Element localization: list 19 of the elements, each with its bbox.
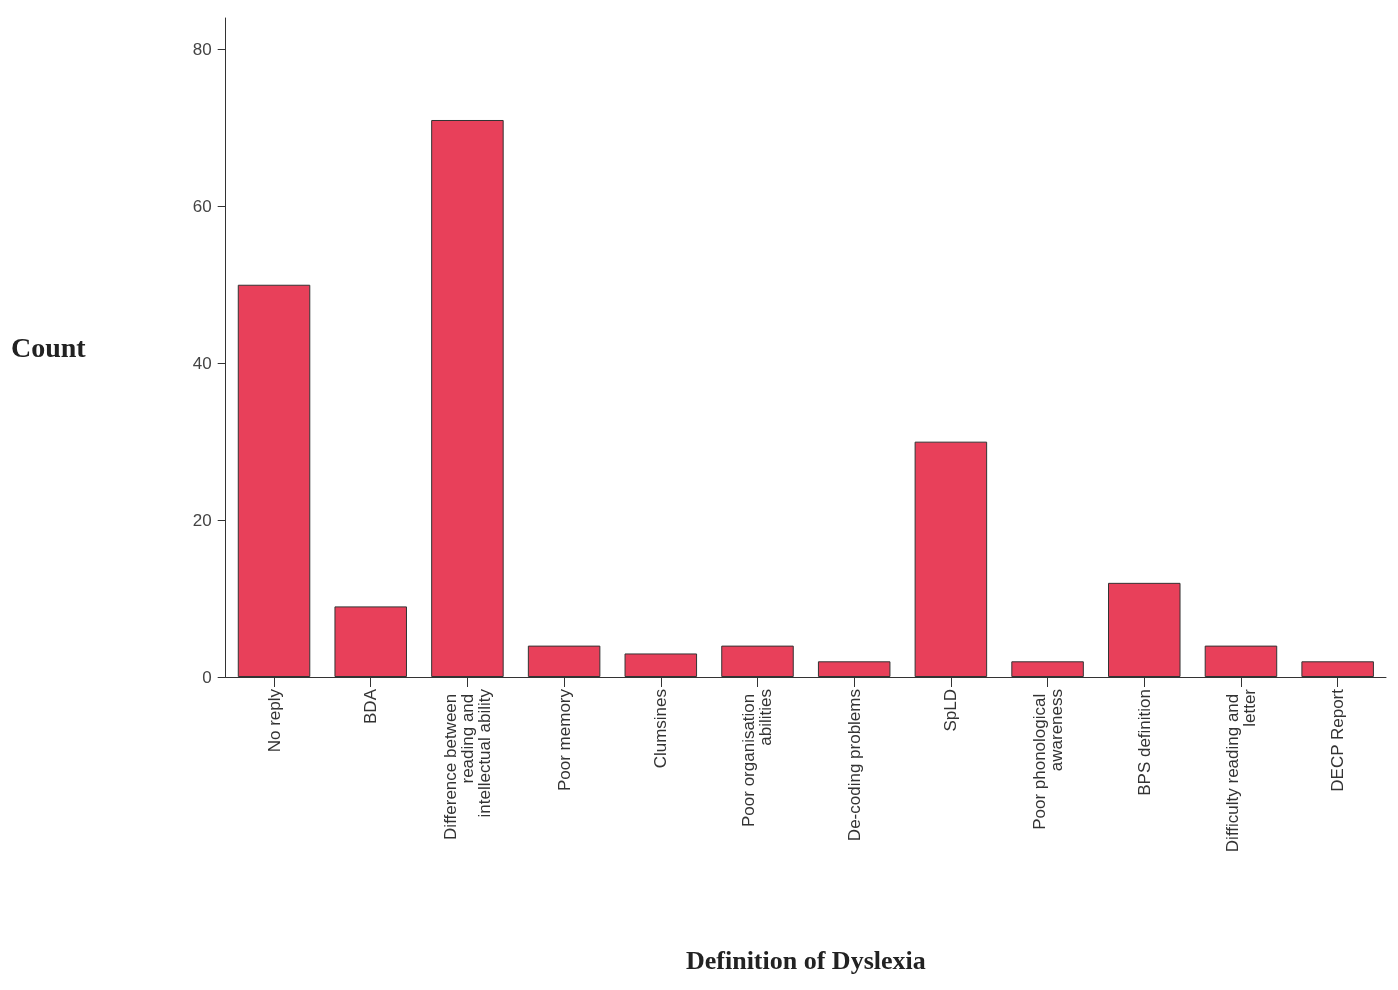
x-tick-label: Poor organisation abilities bbox=[739, 689, 776, 827]
y-tick-label: 60 bbox=[192, 196, 212, 216]
x-tick-label: BDA bbox=[361, 688, 381, 724]
x-axis-title: Definition of Dyslexia bbox=[685, 945, 926, 975]
y-tick-label: 80 bbox=[192, 39, 212, 59]
x-tick-label: SpLD bbox=[941, 689, 961, 732]
y-tick-label: 40 bbox=[192, 353, 212, 373]
y-tick-label: 20 bbox=[192, 510, 212, 530]
x-tick-label: BPS definition bbox=[1134, 689, 1154, 796]
y-axis-title: Count bbox=[10, 332, 87, 363]
x-tick-label: Clumsines bbox=[651, 689, 671, 769]
x-tick-label: Difficulty reading and letter bbox=[1222, 688, 1259, 853]
y-tick-label: 0 bbox=[202, 667, 212, 687]
x-tick-label: Difference between reading and intellectual ability bbox=[440, 688, 494, 840]
x-tick-label: No reply bbox=[264, 688, 284, 753]
x-tick-label: DECP Report bbox=[1328, 688, 1348, 792]
x-tick-label: Poor memory bbox=[554, 688, 574, 792]
x-tick-label: Poor phonological awareness bbox=[1029, 689, 1066, 830]
x-tick-label: De-coding problems bbox=[844, 689, 864, 842]
